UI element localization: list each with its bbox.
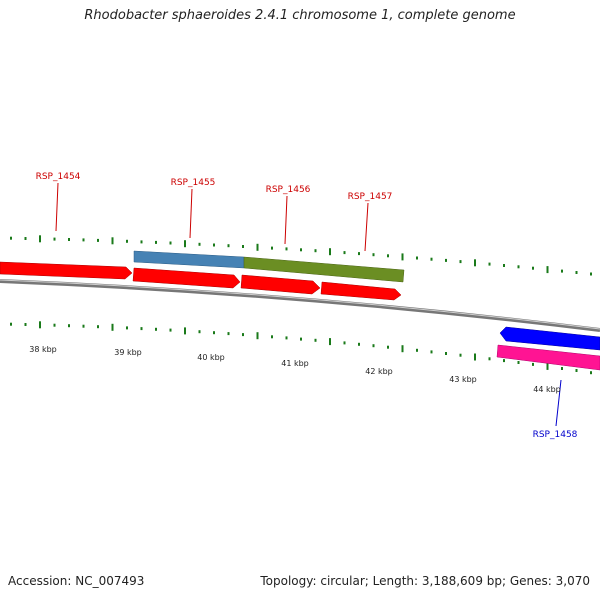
feature-bar-olive[interactable] xyxy=(243,256,405,283)
gene-label-rsp-1454[interactable]: RSP_1454 xyxy=(36,172,81,182)
feature-bar-steelblue[interactable] xyxy=(133,250,245,269)
accession-text: Accession: NC_007493 xyxy=(8,574,145,588)
leader-line-rsp-1454 xyxy=(55,182,59,232)
leader-line-rsp-1458 xyxy=(555,379,562,427)
backbone-highlight xyxy=(0,279,600,330)
gene-arrow-rsp-1457[interactable] xyxy=(320,281,402,301)
leader-line-rsp-1457 xyxy=(364,202,369,252)
scale-label: 40 kbp xyxy=(197,353,225,362)
scale-label: 44 kbp xyxy=(533,385,561,394)
gene-label-rsp-1456[interactable]: RSP_1456 xyxy=(266,185,311,195)
gene-arrow-rsp-1458[interactable] xyxy=(499,326,600,351)
gene-arrow-rsp-1454[interactable] xyxy=(0,261,133,280)
scale-label: 39 kbp xyxy=(114,348,142,357)
scale-label: 38 kbp xyxy=(29,345,57,354)
gene-arrow-rsp-1456[interactable] xyxy=(240,274,321,295)
leader-line-rsp-1456 xyxy=(284,195,288,245)
map-title: Rhodobacter sphaeroides 2.4.1 chromosome… xyxy=(84,8,516,23)
scale-label: 41 kbp xyxy=(281,359,309,368)
backbone-track xyxy=(0,279,600,332)
feature-bar-magenta[interactable] xyxy=(496,344,600,371)
tick-marks-upper xyxy=(10,235,592,276)
genome-summary-text: Topology: circular; Length: 3,188,609 bp… xyxy=(260,574,590,588)
tick-marks-lower xyxy=(10,321,592,375)
gene-arrow-rsp-1455[interactable] xyxy=(132,267,241,289)
leader-line-rsp-1455 xyxy=(189,188,193,239)
gene-label-rsp-1458[interactable]: RSP_1458 xyxy=(533,430,578,440)
gene-label-rsp-1455[interactable]: RSP_1455 xyxy=(171,178,216,188)
gene-label-rsp-1457[interactable]: RSP_1457 xyxy=(348,192,393,202)
scale-label: 42 kbp xyxy=(365,367,393,376)
scale-label: 43 kbp xyxy=(449,375,477,384)
